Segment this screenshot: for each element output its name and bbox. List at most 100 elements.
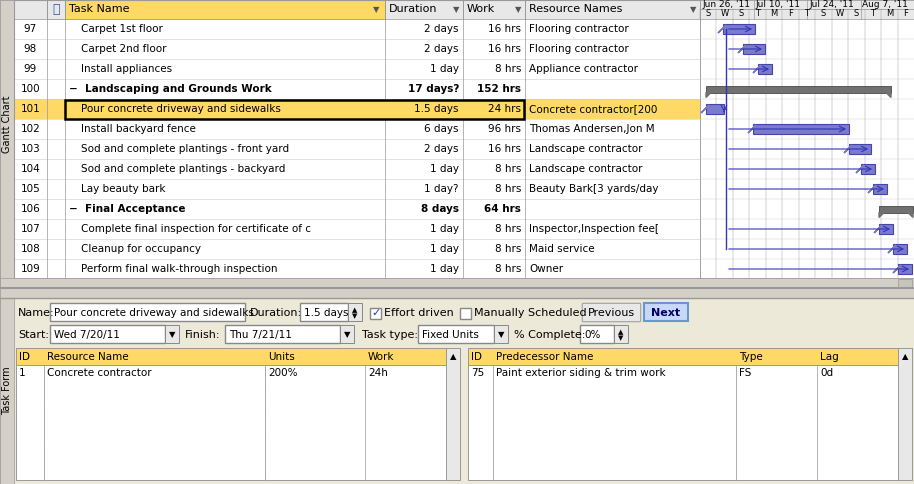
Text: Jul 24, '11: Jul 24, '11 [809, 0, 854, 9]
Bar [460, 307, 471, 318]
Bar [644, 303, 688, 321]
Bar [418, 325, 494, 343]
Text: Duration:: Duration: [250, 308, 303, 318]
Text: Start:: Start: [18, 330, 49, 340]
Text: T: T [804, 10, 810, 18]
Text: ▼: ▼ [515, 5, 522, 14]
Text: Lag: Lag [820, 351, 839, 362]
Bar [582, 303, 640, 321]
Bar [873, 184, 887, 194]
Text: Name:: Name: [18, 308, 55, 318]
Polygon shape [844, 145, 852, 153]
Bar [723, 24, 755, 34]
Text: Carpet 1st floor: Carpet 1st floor [81, 24, 163, 34]
Text: 1 day?: 1 day? [424, 184, 459, 194]
Text: Flooring contractor: Flooring contractor [529, 44, 629, 54]
Text: Appliance contractor: Appliance contractor [529, 64, 638, 74]
Text: S: S [821, 10, 826, 18]
Bar [686, 279, 700, 287]
Text: 8 hrs: 8 hrs [494, 64, 521, 74]
Text: 99: 99 [24, 64, 37, 74]
Text: Task Name: Task Name [69, 4, 130, 15]
Bar [340, 325, 354, 343]
Text: Task Form: Task Form [2, 367, 12, 415]
Bar [700, 278, 914, 288]
Bar [225, 325, 340, 343]
Bar [893, 244, 907, 254]
Text: M: M [886, 10, 893, 18]
Text: Pour concrete driveway and sidewalks: Pour concrete driveway and sidewalks [54, 308, 254, 318]
Bar [879, 206, 913, 212]
Text: 152 hrs: 152 hrs [477, 84, 521, 94]
Polygon shape [701, 105, 709, 113]
Bar [65, 100, 524, 119]
Text: 200%: 200% [268, 368, 297, 378]
Text: −  Final Acceptance: − Final Acceptance [69, 204, 186, 214]
Bar [14, 239, 700, 259]
Text: Concrete contractor[200: Concrete contractor[200 [529, 104, 657, 114]
Text: 109: 109 [21, 264, 40, 274]
Bar [0, 298, 914, 484]
Text: 2 days: 2 days [424, 144, 459, 154]
Text: Thu 7/21/11: Thu 7/21/11 [229, 330, 292, 340]
Text: Sod and complete plantings - front yard: Sod and complete plantings - front yard [81, 144, 289, 154]
Text: Finish:: Finish: [185, 330, 220, 340]
Text: ▼: ▼ [344, 331, 350, 339]
Text: Landscape contractor: Landscape contractor [529, 164, 643, 174]
Polygon shape [738, 45, 746, 53]
Polygon shape [874, 225, 882, 233]
Text: Previous: Previous [588, 308, 634, 318]
Text: Type: Type [739, 351, 763, 362]
Bar [582, 303, 640, 321]
Text: 64 hrs: 64 hrs [484, 204, 521, 214]
Bar [14, 39, 700, 59]
Text: ▲: ▲ [902, 352, 909, 361]
Text: 106: 106 [21, 204, 40, 214]
Bar [468, 348, 898, 365]
Text: W: W [720, 10, 728, 18]
Text: 100: 100 [21, 84, 40, 94]
Text: Resource Names: Resource Names [529, 4, 622, 15]
Text: Perform final walk-through inspection: Perform final walk-through inspection [81, 264, 278, 274]
Bar [14, 79, 700, 99]
Text: ▼: ▼ [169, 331, 175, 339]
Text: 2 days: 2 days [424, 44, 459, 54]
Bar [898, 264, 912, 274]
Text: Aug 7, '11: Aug 7, '11 [863, 0, 909, 9]
Bar [700, 0, 914, 288]
Text: ▲: ▲ [450, 352, 456, 361]
Text: 101: 101 [21, 104, 40, 114]
Text: 104: 104 [21, 164, 40, 174]
Bar [0, 0, 14, 288]
Bar [0, 298, 14, 484]
Text: 1.5 days: 1.5 days [415, 104, 459, 114]
Bar [614, 325, 628, 343]
Bar [65, 0, 385, 19]
Text: Concrete contractor: Concrete contractor [47, 368, 152, 378]
Text: 96 hrs: 96 hrs [488, 124, 521, 134]
Text: 8 days: 8 days [421, 204, 459, 214]
Bar [14, 279, 28, 287]
Text: ⓘ: ⓘ [52, 3, 59, 16]
Bar [446, 348, 460, 480]
Bar [706, 86, 891, 92]
Bar [14, 278, 700, 288]
Text: 17 days?: 17 days? [408, 84, 459, 94]
Text: S: S [854, 10, 859, 18]
Text: Work: Work [467, 4, 495, 15]
Bar [758, 64, 772, 74]
Text: Inspector,Inspection fee[: Inspector,Inspection fee[ [529, 224, 659, 234]
Text: Install appliances: Install appliances [81, 64, 172, 74]
Bar [14, 19, 700, 39]
Polygon shape [706, 92, 711, 97]
Text: Wed 7/20/11: Wed 7/20/11 [54, 330, 120, 340]
Text: 6 days: 6 days [424, 124, 459, 134]
Bar [28, 279, 52, 287]
Text: ►: ► [690, 280, 696, 286]
Text: ▼: ▼ [690, 5, 696, 14]
Text: −  Landscaping and Grounds Work: − Landscaping and Grounds Work [69, 84, 271, 94]
Polygon shape [868, 185, 876, 193]
Text: 2 days: 2 days [424, 24, 459, 34]
Text: 16 hrs: 16 hrs [488, 144, 521, 154]
Bar [743, 44, 765, 54]
